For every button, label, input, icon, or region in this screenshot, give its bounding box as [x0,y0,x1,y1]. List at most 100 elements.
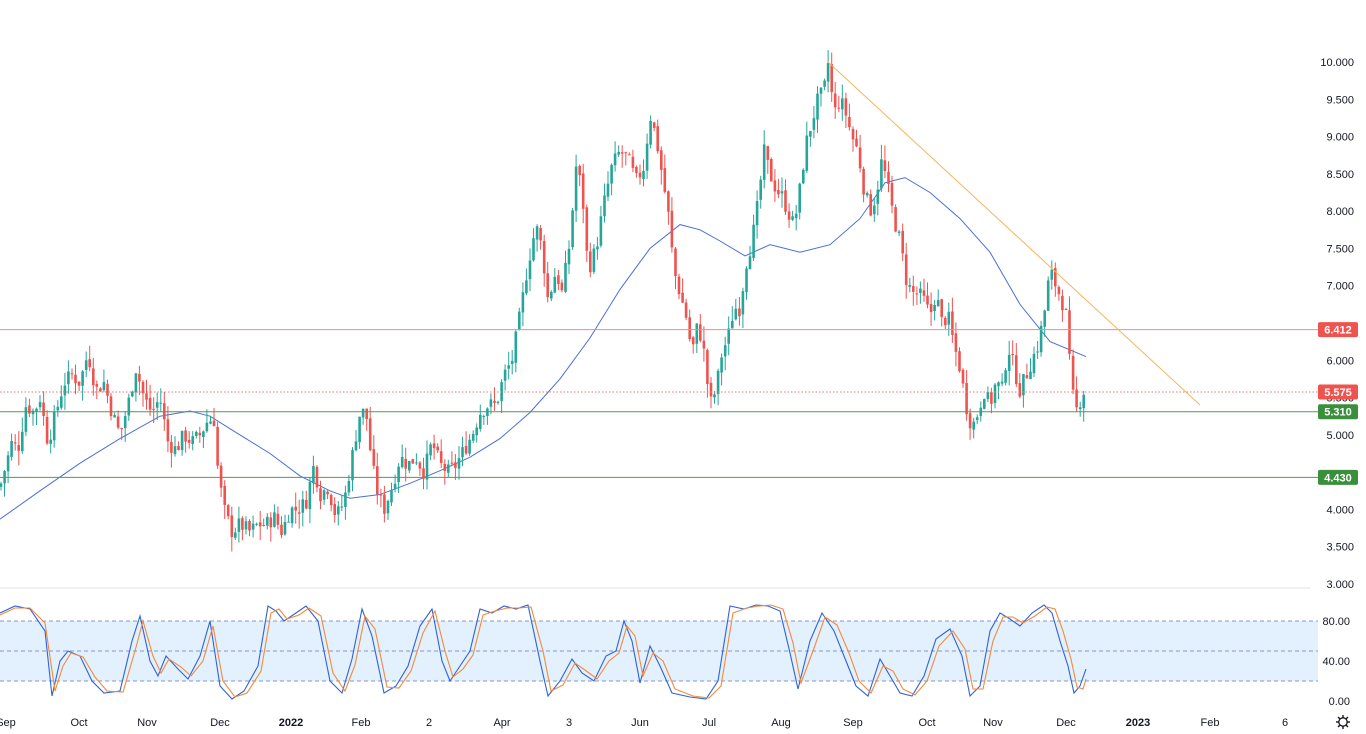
candle [777,178,780,199]
candle-body [904,254,908,285]
candle-body [780,191,784,194]
candle-body [1057,287,1061,295]
candle [56,400,60,417]
candle [0,481,3,491]
candle-body [365,408,368,420]
candle [1082,391,1085,422]
candle-body [60,396,63,408]
candle [496,400,500,405]
candle [425,440,429,490]
candle [223,480,226,519]
candle-body [628,154,631,156]
candle [266,513,269,530]
candle [720,353,723,386]
candle-body [294,506,297,511]
candle-body [404,458,407,469]
candle [975,414,979,425]
candle-body [251,523,255,530]
candle-body [1029,371,1032,380]
candle-body [791,216,794,220]
price-axis[interactable]: 10.000 9.500 9.000 8.500 8.000 7.500 7.000 6.00… [1320,57,1354,591]
candle-body [1007,354,1011,371]
candle [21,417,24,454]
candle-body [283,522,287,535]
candle-body [535,226,539,240]
candle-body [354,441,358,451]
candle [674,247,677,290]
candle [620,145,624,168]
candle-body [333,504,336,516]
level-tag-5.310: 5.310 [1318,404,1358,420]
candle-body [567,248,571,265]
level-price-labels: 6.412 5.575 5.310 4.430 [1318,322,1358,485]
stochastic-axis[interactable]: 80.00 40.00 0.00 [1322,616,1350,708]
candle-body [255,523,258,525]
candle-body [0,483,3,487]
candle [695,323,699,353]
candle [553,268,557,293]
candle-body [912,286,915,292]
candle [344,485,347,520]
time-axis[interactable]: Sep Oct Nov Dec 2022 Feb 2 Apr 3 Jun Jul Aug Sep Oct N… [0,717,1288,729]
candle [475,423,478,443]
candle [106,379,109,404]
candle [49,429,52,454]
candle-body [1011,354,1014,356]
candle [1046,276,1050,311]
candle-body [1036,351,1039,353]
candle-body [574,166,578,211]
candle-body [280,524,283,535]
candle [784,179,787,215]
candle [649,115,652,149]
candle-body [862,168,865,195]
stochastic-tick-label: 40.00 [1322,656,1350,668]
time-tick-label: Nov [137,717,157,729]
candle [539,225,542,250]
candle-body [897,231,901,233]
candle [1039,320,1043,357]
candle-body [123,416,127,428]
candle-body [794,213,798,219]
candle [787,203,791,228]
candle [912,275,915,306]
candle-body [67,371,70,385]
candle-body [1043,310,1046,327]
candle-body [848,116,851,128]
candle [858,134,862,173]
candle-body [748,256,752,270]
gear-icon[interactable] [1336,715,1350,729]
candle-body [216,426,219,466]
level-tag-box [1318,404,1358,420]
candle-body [741,291,745,315]
candle-body [1018,383,1022,397]
candle [400,444,404,469]
candle [148,384,152,416]
time-tick-label: 2023 [1126,717,1150,729]
candle [429,442,432,461]
candle [376,452,379,505]
candle-body [986,391,990,399]
candle [926,282,929,309]
price-pane[interactable] [0,50,1318,552]
candle [968,408,972,440]
candle-body [819,87,823,94]
candle-body [510,360,514,364]
candle [3,469,6,497]
candle-body [454,462,457,468]
candle [702,326,706,362]
candle [681,278,684,303]
candle [507,351,510,380]
candle [134,372,138,402]
candle [152,397,155,424]
candle [560,279,564,293]
candle-body [38,402,42,408]
candle [45,410,49,445]
candle-body [28,405,31,414]
candle-body [496,401,500,403]
candle-body [372,449,376,466]
candle [145,379,148,410]
candle-body [908,285,912,287]
candle-body [116,416,120,428]
stochastic-pane[interactable] [0,604,1318,700]
